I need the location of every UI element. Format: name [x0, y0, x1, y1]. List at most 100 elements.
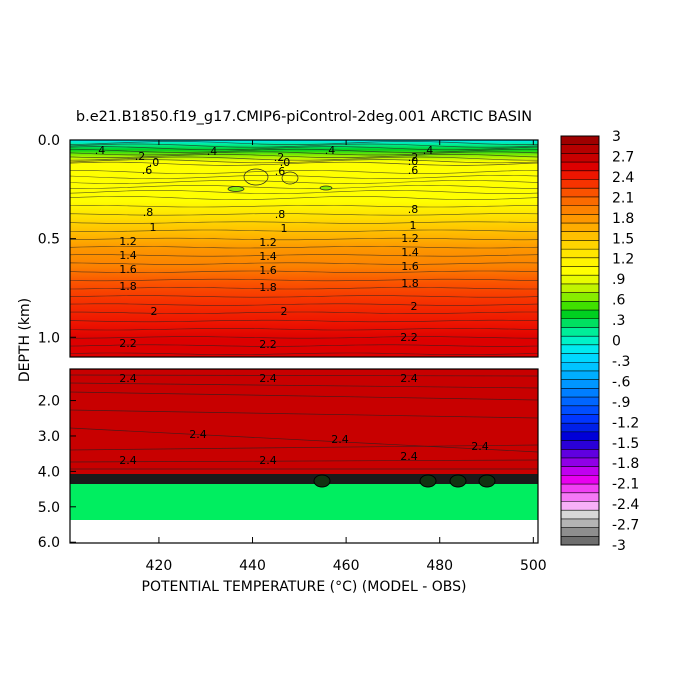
contour-line [70, 185, 538, 189]
upper-panel-frame [69, 139, 539, 358]
contour-label: .8 [275, 208, 286, 221]
colorbar-swatch [561, 492, 599, 502]
y-tick-label: 3.0 [38, 429, 60, 445]
colorbar-swatch [561, 423, 599, 433]
contour-label: 2.4 [119, 454, 137, 467]
colorbar-tick-label: -.9 [612, 395, 630, 411]
contour-line [70, 262, 538, 265]
contour-label: 2.4 [400, 372, 418, 385]
x-axis: 420 440 460 480 500 [146, 140, 547, 574]
contour-line [70, 391, 538, 401]
colorbar-tick-label: 2.7 [612, 149, 634, 165]
colorbar-swatch [561, 440, 599, 450]
colorbar-tick-label: .6 [612, 293, 625, 309]
contour-label: 2 [411, 300, 418, 313]
x-tick-label: 420 [146, 558, 173, 574]
contour-cluster [478, 474, 496, 488]
y-tick-label: 0.5 [38, 232, 60, 248]
colorbar-swatch [561, 405, 599, 415]
y-tick-label: 1.0 [38, 330, 60, 346]
colorbar-swatch [561, 484, 599, 494]
contour-line [70, 175, 538, 179]
contour-blob [281, 171, 299, 185]
colorbar-swatch [561, 379, 599, 389]
contour-label: .0 [280, 156, 291, 169]
colorbar-swatch [561, 223, 599, 233]
colorbar-swatch [561, 136, 599, 146]
contour-label: 1.8 [119, 280, 137, 293]
colorbar-swatch [561, 188, 599, 198]
chart-title: b.e21.B1850.f19_g17.CMIP6-piControl-2deg… [76, 109, 532, 125]
contour-line [70, 295, 538, 298]
upper-contour-lines [70, 141, 538, 355]
colorbar-swatch [561, 370, 599, 381]
contour-label: 1.2 [119, 235, 137, 248]
colorbar-tick-label: -.3 [612, 354, 630, 370]
contour-line [70, 459, 538, 463]
contour-line [70, 254, 538, 257]
contour-label: 2.4 [119, 372, 137, 385]
contour-line [70, 190, 538, 194]
colorbar-swatch [561, 449, 599, 459]
contour-label: 1.8 [401, 277, 419, 290]
colorbar-swatch [561, 153, 599, 163]
contour-label: 1 [150, 221, 157, 234]
colorbar-swatch [561, 144, 599, 154]
colorbar-swatch [561, 536, 599, 546]
contour-line [70, 141, 538, 145]
contour-label: 1 [410, 219, 417, 232]
colorbar-swatch [561, 214, 599, 224]
contour-label: 1.4 [119, 249, 137, 262]
colorbar-swatch [561, 196, 599, 207]
contour-blob [227, 186, 245, 192]
lower-panel-frame [69, 368, 539, 544]
contour-line [70, 409, 538, 419]
y-tick-label: 6.0 [38, 535, 60, 551]
x-axis-label: POTENTIAL TEMPERATURE (°C) (MODEL - OBS) [142, 579, 467, 595]
contour-cluster [419, 474, 437, 488]
contour-line [70, 151, 538, 156]
colorbar-swatch [561, 240, 599, 250]
contour-label: .2 [408, 151, 419, 164]
x-tick-label: 460 [333, 558, 360, 574]
x-tick-label: 480 [426, 558, 453, 574]
lower-field-green [70, 484, 538, 520]
colorbar-swatch [561, 501, 599, 511]
colorbar-tick-label: -.6 [612, 374, 631, 390]
contour-label: .6 [408, 164, 419, 177]
lower-panel [70, 369, 538, 543]
contour-label: 1.8 [259, 281, 277, 294]
contour-line [70, 270, 538, 273]
contour-label: .2 [135, 150, 146, 163]
contour-line [70, 146, 538, 151]
contour-label: 2.4 [259, 454, 277, 467]
contour-line [70, 148, 538, 153]
contour-cluster [449, 474, 467, 488]
colorbar-swatch [561, 327, 599, 337]
contour-line [70, 328, 538, 331]
colorbar-swatch [561, 475, 599, 485]
colorbar-swatch [561, 292, 599, 302]
colorbar-tick-label: .9 [612, 272, 625, 288]
contour-label: 1.4 [259, 250, 277, 263]
contour-label: 2.2 [259, 338, 277, 351]
colorbar-frame [560, 135, 600, 546]
colorbar-tick-label: 0 [612, 334, 621, 350]
contour-line [70, 196, 538, 200]
contour-line [70, 161, 538, 166]
contour-blob [243, 168, 269, 186]
colorbar-swatch [561, 353, 599, 363]
contour-blob [319, 185, 333, 191]
lower-contour-labels: 2.4 2.4 2.4 2.4 2.4 2.4 2.4 2.4 2.4 [119, 372, 489, 467]
upper-contour-labels: .4.4.4.4.2.2.2.0.0.0.6.6.6.8.8.81 1 11.2 1.… [95, 144, 434, 351]
contour-label: 1.6 [401, 260, 419, 273]
colorbar-swatch [561, 162, 599, 172]
colorbar-tick-label: 1.8 [612, 211, 634, 227]
contour-label: .0 [408, 155, 419, 168]
contour-label: 1.6 [259, 264, 277, 277]
colorbar-tick-label: 2.4 [612, 170, 634, 186]
contour-label: 2.2 [119, 337, 137, 350]
colorbar-swatch [561, 257, 599, 267]
contour-label: .4 [207, 145, 218, 158]
